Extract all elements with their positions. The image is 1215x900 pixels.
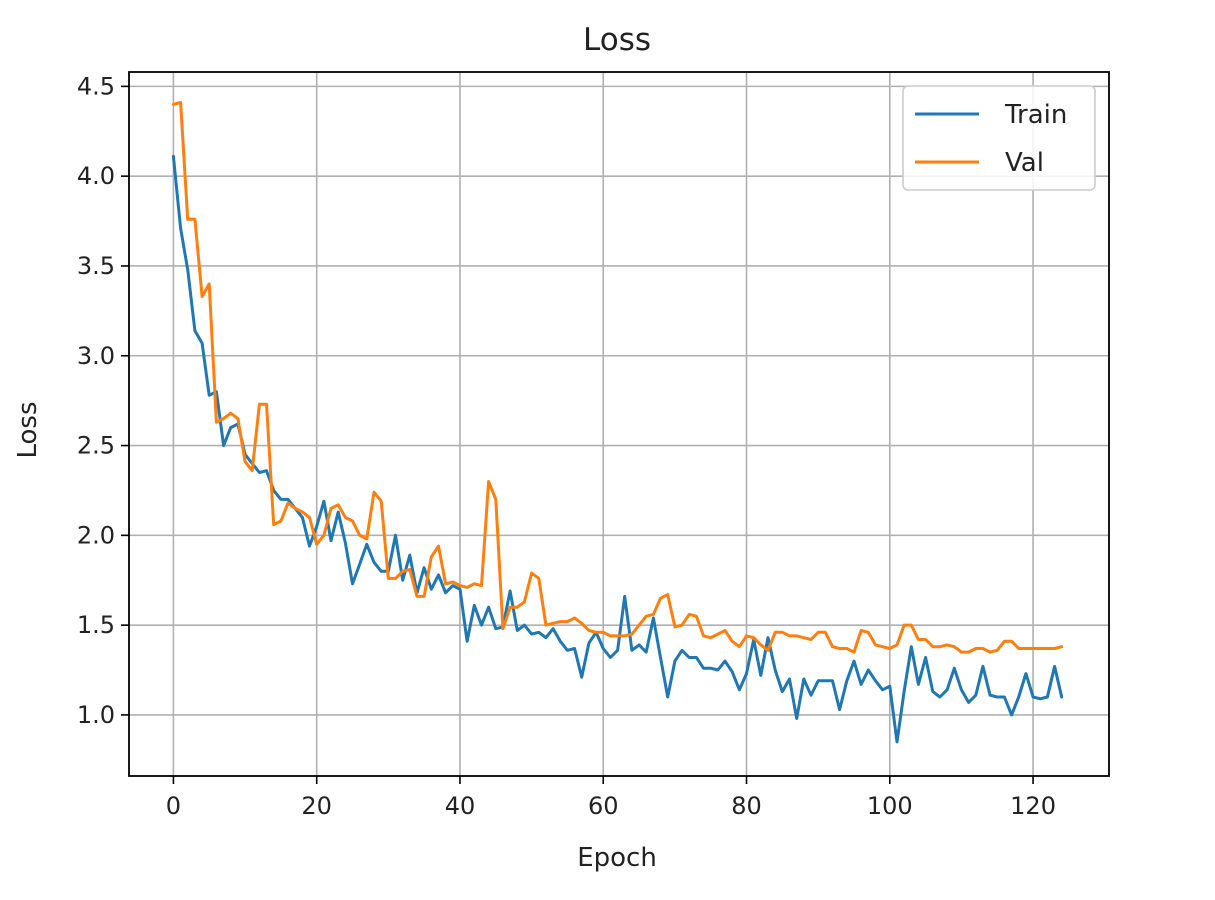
- x-tick-label: 120: [1010, 792, 1056, 820]
- legend-box: [902, 85, 1096, 191]
- y-tick-label: 2.0: [77, 521, 115, 549]
- series-lines: [171, 101, 1064, 744]
- y-axis-label: Loss: [13, 401, 43, 458]
- y-tick-label: 4.0: [77, 162, 115, 190]
- axis-ticks: 0 20 40 60 80 100 120 1.0 1.5 2.0 2.5 3.0 3.5 4.0 4.5: [77, 72, 1056, 820]
- legend-label-val: Val: [1005, 148, 1044, 178]
- y-tick-label: 2.5: [77, 432, 115, 460]
- x-tick-label: 80: [731, 792, 762, 820]
- y-tick-label: 3.0: [77, 342, 115, 370]
- x-tick-label: 20: [301, 792, 332, 820]
- y-tick-label: 1.5: [77, 611, 115, 639]
- x-axis-label: Epoch: [577, 843, 657, 873]
- y-tick-label: 4.5: [77, 72, 115, 100]
- y-tick-label: 3.5: [77, 252, 115, 280]
- series-line-train: [171, 154, 1064, 744]
- legend: Train Val: [902, 85, 1096, 191]
- x-tick-label: 60: [588, 792, 619, 820]
- series-line-val: [171, 101, 1064, 654]
- x-tick-label: 0: [166, 792, 181, 820]
- y-tick-label: 1.0: [77, 701, 115, 729]
- legend-label-train: Train: [1004, 100, 1067, 130]
- x-tick-label: 100: [867, 792, 913, 820]
- chart-title: Loss: [583, 22, 651, 58]
- x-tick-label: 40: [445, 792, 476, 820]
- plot-frame: [128, 71, 1110, 777]
